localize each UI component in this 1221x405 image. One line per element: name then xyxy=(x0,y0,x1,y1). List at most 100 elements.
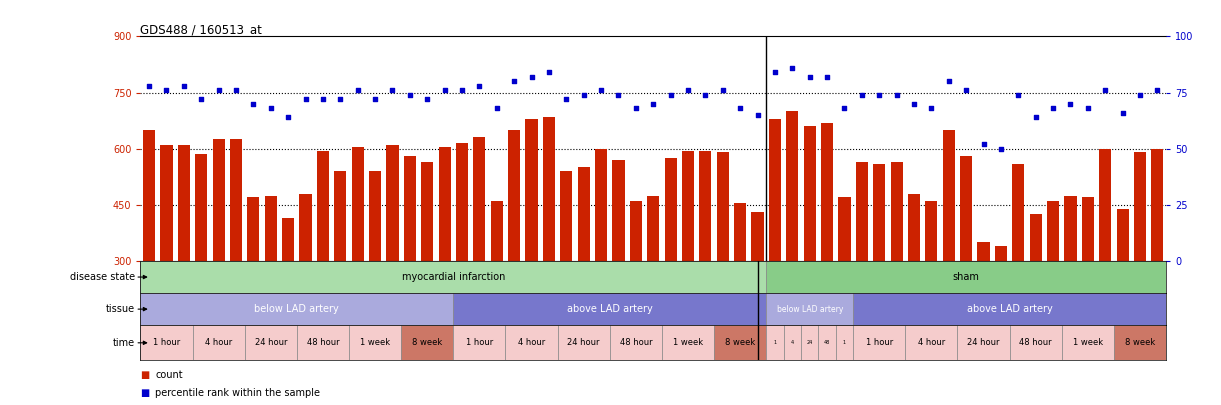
Point xyxy=(209,87,228,94)
Point xyxy=(626,105,646,111)
Point xyxy=(175,83,194,89)
Bar xyxy=(386,145,398,373)
Point xyxy=(452,87,471,94)
Bar xyxy=(835,325,853,360)
Bar xyxy=(1082,197,1094,373)
Bar xyxy=(491,201,503,373)
Bar xyxy=(1010,325,1062,360)
Bar xyxy=(317,151,328,373)
Text: 1: 1 xyxy=(842,340,846,345)
Text: 1 hour: 1 hour xyxy=(866,338,893,347)
Point xyxy=(313,96,332,102)
Point xyxy=(1026,114,1045,121)
Bar xyxy=(195,154,208,373)
Point xyxy=(835,105,855,111)
Bar xyxy=(734,203,746,373)
Bar xyxy=(786,111,799,373)
Bar xyxy=(349,325,402,360)
Point xyxy=(278,114,298,121)
Text: 1 week: 1 week xyxy=(1073,338,1103,347)
Bar xyxy=(1029,214,1042,373)
Bar xyxy=(369,171,381,373)
Text: ■: ■ xyxy=(140,370,150,379)
Bar xyxy=(1012,164,1024,373)
Bar xyxy=(421,162,433,373)
Text: myocardial infarction: myocardial infarction xyxy=(402,272,505,282)
Point xyxy=(922,105,941,111)
Bar xyxy=(609,325,662,360)
Bar xyxy=(751,212,763,373)
Point xyxy=(800,74,819,80)
Text: 1 hour: 1 hour xyxy=(465,338,493,347)
Point xyxy=(435,87,454,94)
Text: above LAD artery: above LAD artery xyxy=(967,304,1053,314)
Point xyxy=(504,78,524,85)
Bar xyxy=(957,325,1010,360)
Point xyxy=(418,96,437,102)
Point xyxy=(956,87,976,94)
Point xyxy=(1043,105,1062,111)
Point xyxy=(713,87,733,94)
Bar xyxy=(297,325,349,360)
Bar xyxy=(995,246,1007,373)
Text: 4 hour: 4 hour xyxy=(918,338,945,347)
Point xyxy=(1148,87,1167,94)
Bar xyxy=(767,293,853,325)
Bar xyxy=(1134,152,1147,373)
Point xyxy=(348,87,368,94)
Bar xyxy=(160,145,172,373)
Bar xyxy=(873,164,885,373)
Bar xyxy=(647,196,659,373)
Point xyxy=(1078,105,1098,111)
Bar xyxy=(335,171,347,373)
Bar xyxy=(821,123,833,373)
Point xyxy=(1112,110,1132,116)
Bar xyxy=(140,293,453,325)
Bar xyxy=(664,158,676,373)
Point xyxy=(678,87,697,94)
Bar xyxy=(960,156,972,373)
Text: 8 week: 8 week xyxy=(1125,338,1155,347)
Bar xyxy=(700,151,712,373)
Bar xyxy=(890,162,902,373)
Text: sham: sham xyxy=(952,272,979,282)
Bar xyxy=(508,130,520,373)
Bar xyxy=(1062,325,1114,360)
Point xyxy=(905,100,924,107)
Bar xyxy=(265,196,277,373)
Bar xyxy=(767,261,1166,293)
Bar xyxy=(714,325,767,360)
Point xyxy=(365,96,385,102)
Point xyxy=(331,96,350,102)
Text: 8 week: 8 week xyxy=(413,338,442,347)
Bar xyxy=(1151,149,1164,373)
Text: 48 hour: 48 hour xyxy=(619,338,652,347)
Text: GDS488 / 160513_at: GDS488 / 160513_at xyxy=(140,23,263,36)
Bar xyxy=(505,325,558,360)
Bar xyxy=(453,293,767,325)
Bar xyxy=(767,325,784,360)
Point xyxy=(295,96,315,102)
Point xyxy=(540,69,559,76)
Point xyxy=(192,96,211,102)
Point xyxy=(817,74,836,80)
Text: above LAD artery: above LAD artery xyxy=(567,304,653,314)
Bar xyxy=(1114,325,1166,360)
Bar xyxy=(282,218,294,373)
Text: time: time xyxy=(114,338,136,348)
Bar xyxy=(853,325,905,360)
Bar xyxy=(543,117,556,373)
Point xyxy=(974,141,994,147)
Bar xyxy=(613,160,625,373)
Text: 48 hour: 48 hour xyxy=(1020,338,1053,347)
Bar xyxy=(818,325,835,360)
Bar xyxy=(978,242,989,373)
Bar xyxy=(801,325,818,360)
Point xyxy=(487,105,507,111)
Point xyxy=(400,92,420,98)
Point xyxy=(226,87,245,94)
Point xyxy=(886,92,906,98)
Point xyxy=(643,100,663,107)
Point xyxy=(244,100,264,107)
Bar xyxy=(140,261,767,293)
